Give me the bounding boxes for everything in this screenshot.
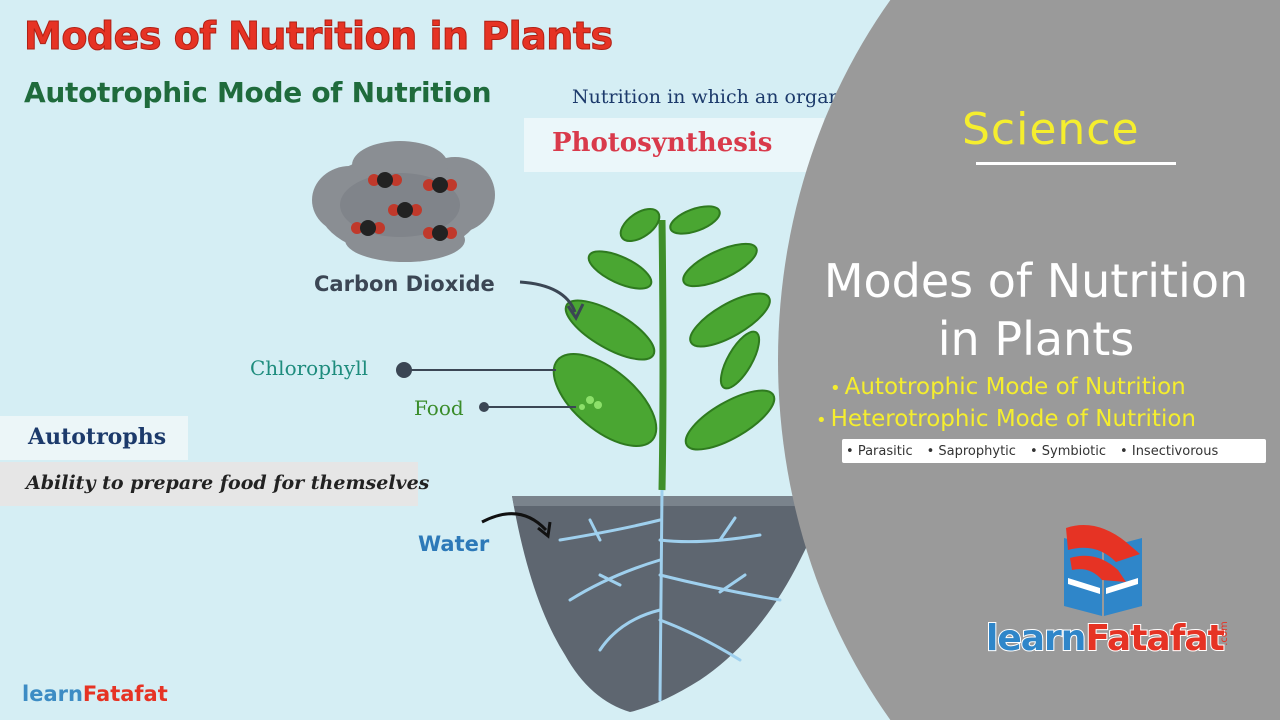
panel-title-line1: Modes of Nutrition	[823, 254, 1249, 308]
photosynthesis-label: Photosynthesis	[552, 128, 773, 158]
leaves-icon	[552, 205, 776, 451]
learnfatafat-book-logo-icon	[1064, 525, 1142, 616]
type-parasitic: • Parasitic	[846, 443, 913, 459]
roots-icon	[558, 488, 782, 702]
heterotrophic-types-bar: • Parasitic • Saprophytic • Symbiotic • …	[842, 439, 1266, 463]
brand-com-tag: .com	[1218, 621, 1230, 646]
brand-logo-small: learnFatafat	[22, 682, 168, 706]
brand-small-learn: learn	[22, 682, 83, 706]
brand-large-learn: learn	[985, 617, 1087, 660]
co2-arrow-icon	[519, 280, 585, 321]
bullet-icon: •	[830, 378, 841, 399]
chlorophyll-label: Chlorophyll	[250, 356, 368, 380]
panel-title: Modes of Nutrition in Plants	[792, 252, 1280, 368]
autotrophs-heading-box	[0, 416, 188, 460]
mode-item-label: Autotrophic Mode of Nutrition	[844, 374, 1186, 400]
brand-logo-large: learnFatafat	[985, 617, 1226, 660]
co2-cloud-icon	[312, 141, 495, 262]
subject-label: Science	[962, 104, 1140, 155]
mode-item-label: Heterotrophic Mode of Nutrition	[830, 406, 1196, 432]
chlorophyll-pointer	[396, 362, 556, 378]
autotrophs-definition: Ability to prepare food for themselves	[26, 472, 430, 494]
type-saprophytic: • Saprophytic	[926, 443, 1016, 459]
food-pointer	[479, 402, 576, 412]
water-label: Water	[418, 532, 490, 556]
brand-small-fatafat: Fatafat	[82, 682, 168, 706]
sub-title: Autotrophic Mode of Nutrition	[24, 76, 492, 109]
co2-molecules	[351, 172, 457, 241]
autotrophs-heading: Autotrophs	[28, 424, 167, 450]
bullet-icon: •	[816, 410, 827, 431]
food-label: Food	[414, 396, 464, 420]
mode-item-autotrophic: • Autotrophic Mode of Nutrition	[830, 374, 1186, 400]
mode-item-heterotrophic: • Heterotrophic Mode of Nutrition	[816, 406, 1196, 432]
carbon-dioxide-label: Carbon Dioxide	[314, 272, 495, 296]
nutrition-definition: Nutrition in which an organis	[572, 86, 857, 108]
panel-title-line2: in Plants	[937, 312, 1135, 366]
soil-shape	[512, 496, 832, 712]
photosynthesis-label-box	[524, 118, 824, 172]
info-panel	[778, 0, 1280, 720]
type-insectivorous: • Insectivorous	[1120, 443, 1219, 459]
water-arrow-icon	[481, 512, 552, 539]
main-title: Modes of Nutrition in Plants	[24, 14, 614, 59]
subject-underline	[976, 162, 1176, 165]
plant-stem	[658, 219, 667, 491]
type-symbiotic: • Symbiotic	[1029, 443, 1107, 459]
brand-large-fatafat: Fatafat	[1084, 617, 1225, 660]
autotrophs-definition-box	[0, 462, 418, 506]
